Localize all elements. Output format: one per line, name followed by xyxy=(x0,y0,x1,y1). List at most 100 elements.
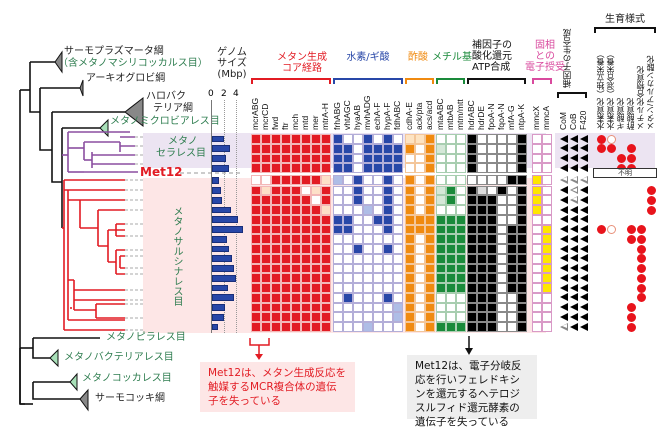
matrix-cell-core xyxy=(291,312,301,323)
matrix-cell-hydrogen xyxy=(363,185,373,196)
filled-circle-icon xyxy=(637,293,646,303)
matrix-cell-cofactor xyxy=(497,244,507,254)
matrix-cell-hydrogen xyxy=(393,322,403,332)
matrix-cell-core xyxy=(281,283,291,293)
genome-size-bar xyxy=(212,206,232,214)
matrix-cell-acetate xyxy=(425,224,435,235)
matrix-cell-acetate xyxy=(405,143,415,154)
matrix-cell-electron xyxy=(532,312,542,323)
filled-circle-icon xyxy=(627,312,636,322)
matrix-cell-core xyxy=(291,195,301,206)
matrix-cell-methyl xyxy=(456,244,466,254)
matrix-cell-hydrogen xyxy=(383,292,393,303)
matrix-cell-cofactor xyxy=(507,253,517,264)
matrix-cell-acetate xyxy=(405,224,415,235)
matrix-cell-cofactor xyxy=(507,292,517,303)
genome-size-title-2: サイズ xyxy=(217,58,247,69)
matrix-cell-core xyxy=(291,244,301,254)
matrix-cell-core xyxy=(311,134,321,144)
matrix-cell-electron xyxy=(542,322,552,332)
matrix-cell-hydrogen xyxy=(343,283,353,293)
filled-circle-icon xyxy=(637,225,646,235)
matrix-cell-hydrogen xyxy=(393,195,403,206)
genome-axis xyxy=(211,100,212,333)
filled-triangle-icon xyxy=(570,154,578,162)
matrix-cell-core xyxy=(301,322,311,332)
matrix-cell-acetate xyxy=(405,153,415,164)
matrix-cell-acetate xyxy=(405,234,415,245)
genome-size-bar xyxy=(212,164,229,172)
matrix-cell-hydrogen xyxy=(333,205,343,215)
matrix-cell-methyl xyxy=(456,185,466,196)
filled-circle-icon xyxy=(627,322,636,332)
matrix-cell-acetate xyxy=(425,205,435,215)
group-core-label-1: メタン生成 xyxy=(277,52,327,63)
genome-size-bar xyxy=(212,274,236,282)
matrix-cell-cofactor xyxy=(487,263,497,274)
clade-methanomicrobiales: メタノミクロビアレス目 xyxy=(110,116,220,127)
filled-circle-icon xyxy=(627,144,636,154)
matrix-cell-cofactor xyxy=(517,153,527,164)
matrix-cell-core xyxy=(261,322,271,332)
growth-mode-bracket xyxy=(594,27,656,33)
matrix-cell-core xyxy=(321,175,331,186)
matrix-cell-electron xyxy=(542,224,552,235)
matrix-cell-core xyxy=(311,273,321,284)
matrix-cell-acetate xyxy=(405,134,415,144)
filled-circle-icon xyxy=(637,273,646,283)
filled-triangle-icon xyxy=(570,234,578,243)
methanosarcinales-label: メタノサルシナレス目 xyxy=(171,206,182,306)
matrix-cell-cofactor xyxy=(507,185,517,196)
matrix-cell-core xyxy=(291,273,301,284)
filled-triangle-icon xyxy=(560,303,568,312)
filled-circle-icon xyxy=(607,144,616,154)
matrix-cell-cofactor xyxy=(497,175,507,186)
matrix-cell-cofactor xyxy=(467,134,477,144)
filled-triangle-icon xyxy=(570,244,578,253)
matrix-cell-hydrogen xyxy=(343,253,353,264)
matrix-cell-core xyxy=(251,143,261,154)
matrix-cell-core xyxy=(321,205,331,215)
group-electron-bracket xyxy=(532,78,552,84)
matrix-cell-hydrogen xyxy=(333,214,343,225)
matrix-cell-hydrogen xyxy=(353,322,363,332)
matrix-cell-methyl xyxy=(446,244,456,254)
matrix-cell-hydrogen xyxy=(373,253,383,264)
matrix-cell-cofactor xyxy=(467,302,477,313)
matrix-cell-hydrogen xyxy=(383,163,393,173)
matrix-cell-acetate xyxy=(415,163,425,173)
matrix-cell-cofactor xyxy=(507,322,517,332)
matrix-cell-cofactor xyxy=(517,312,527,323)
matrix-cell-core xyxy=(301,292,311,303)
matrix-cell-core xyxy=(321,234,331,245)
matrix-cell-hydrogen xyxy=(393,283,403,293)
matrix-cell-methyl xyxy=(456,234,466,245)
matrix-cell-cofactor xyxy=(487,153,497,164)
matrix-cell-core xyxy=(251,134,261,144)
matrix-cell-methyl xyxy=(436,214,446,225)
matrix-cell-core xyxy=(261,292,271,303)
matrix-cell-hydrogen xyxy=(353,302,363,313)
matrix-cell-electron xyxy=(532,134,542,144)
matrix-cell-hydrogen xyxy=(333,244,343,254)
matrix-cell-cofactor xyxy=(487,302,497,313)
open-triangle-icon xyxy=(570,175,578,184)
matrix-cell-core xyxy=(321,214,331,225)
matrix-cell-cofactor xyxy=(467,224,477,235)
matrix-cell-methyl xyxy=(456,134,466,144)
matrix-cell-core xyxy=(251,244,261,254)
matrix-cell-core xyxy=(271,234,281,245)
filled-circle-icon xyxy=(647,186,656,196)
matrix-cell-acetate xyxy=(405,195,415,206)
filled-triangle-icon xyxy=(560,163,568,172)
matrix-cell-cofactor xyxy=(507,163,517,173)
matrix-cell-acetate xyxy=(415,244,425,254)
filled-circle-icon xyxy=(637,254,646,264)
matrix-cell-core xyxy=(271,185,281,196)
matrix-cell-methyl xyxy=(436,283,446,293)
matrix-cell-methyl xyxy=(446,263,456,274)
matrix-cell-acetate xyxy=(405,322,415,332)
matrix-cell-acetate xyxy=(405,163,415,173)
matrix-cell-methyl xyxy=(456,283,466,293)
matrix-cell-cofactor xyxy=(487,244,497,254)
